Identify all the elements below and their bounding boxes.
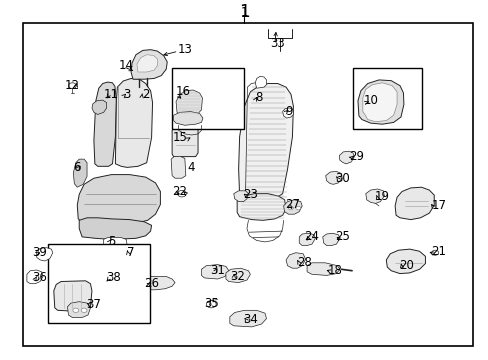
Text: 38: 38 [106,271,121,284]
Circle shape [73,308,79,312]
Polygon shape [357,80,403,124]
Polygon shape [322,233,339,246]
Bar [352,68,422,129]
Polygon shape [171,156,185,178]
Polygon shape [201,265,228,279]
Polygon shape [282,108,293,118]
Text: 3: 3 [123,88,131,101]
Polygon shape [79,218,151,239]
Bar [172,68,244,129]
Circle shape [68,83,76,89]
Text: 13: 13 [177,43,192,56]
Polygon shape [238,84,293,201]
Polygon shape [225,268,250,283]
Text: 2: 2 [142,88,149,101]
Polygon shape [172,126,198,157]
Bar [23,23,472,346]
Text: 7: 7 [127,246,135,259]
Circle shape [122,254,127,257]
Text: 36: 36 [33,271,47,284]
Text: 26: 26 [144,277,159,290]
Text: 29: 29 [349,150,364,163]
Polygon shape [386,249,425,274]
Polygon shape [176,90,202,115]
Text: 30: 30 [334,172,349,185]
Polygon shape [117,249,142,262]
Polygon shape [137,55,157,72]
Text: 17: 17 [431,199,446,212]
Circle shape [177,190,186,197]
Text: 9: 9 [284,105,292,118]
Text: 16: 16 [176,85,190,98]
Circle shape [81,308,87,312]
Circle shape [431,250,438,255]
Polygon shape [94,82,116,166]
Polygon shape [394,187,433,220]
Text: 5: 5 [107,235,115,248]
Text: 1: 1 [240,6,248,19]
Text: 25: 25 [334,230,349,243]
Text: 37: 37 [86,298,101,311]
Text: 39: 39 [33,246,47,259]
Polygon shape [362,83,396,122]
Polygon shape [255,76,266,88]
Text: 1: 1 [239,3,249,21]
Text: 14: 14 [119,59,133,72]
Polygon shape [142,276,175,290]
Polygon shape [233,191,248,202]
Text: 23: 23 [243,188,257,201]
Circle shape [288,206,293,210]
Polygon shape [173,112,203,125]
Polygon shape [325,171,342,184]
Text: 27: 27 [285,198,299,211]
Bar [48,244,149,323]
Polygon shape [54,281,92,311]
Text: 4: 4 [186,161,194,174]
Text: 34: 34 [243,313,257,326]
Polygon shape [67,302,90,318]
Polygon shape [37,248,53,261]
Text: 18: 18 [327,264,342,277]
Circle shape [295,206,300,210]
Circle shape [132,254,137,257]
Polygon shape [283,200,302,214]
Text: 10: 10 [363,94,377,107]
Polygon shape [339,151,353,164]
Text: 32: 32 [229,270,244,283]
Polygon shape [115,78,152,167]
Text: 22: 22 [172,185,187,198]
Text: 20: 20 [399,259,413,272]
Polygon shape [27,270,43,284]
Text: 6: 6 [73,161,81,174]
Polygon shape [92,100,106,114]
Polygon shape [73,159,87,187]
Polygon shape [229,310,266,327]
Text: 21: 21 [431,245,446,258]
Text: 28: 28 [296,256,311,269]
Polygon shape [299,233,315,246]
Text: 19: 19 [374,190,389,203]
Polygon shape [77,175,160,225]
Text: 31: 31 [210,264,224,277]
Circle shape [206,301,216,308]
Text: 11: 11 [104,88,119,101]
Polygon shape [131,50,167,79]
Polygon shape [306,263,339,275]
Text: 35: 35 [203,297,218,310]
Polygon shape [365,189,384,203]
Text: 8: 8 [255,91,263,104]
Polygon shape [285,253,305,268]
Polygon shape [237,194,285,220]
Text: 33: 33 [270,37,285,50]
Text: 15: 15 [172,131,187,144]
Polygon shape [103,238,127,248]
Text: 24: 24 [304,230,319,243]
Text: 12: 12 [65,79,80,92]
